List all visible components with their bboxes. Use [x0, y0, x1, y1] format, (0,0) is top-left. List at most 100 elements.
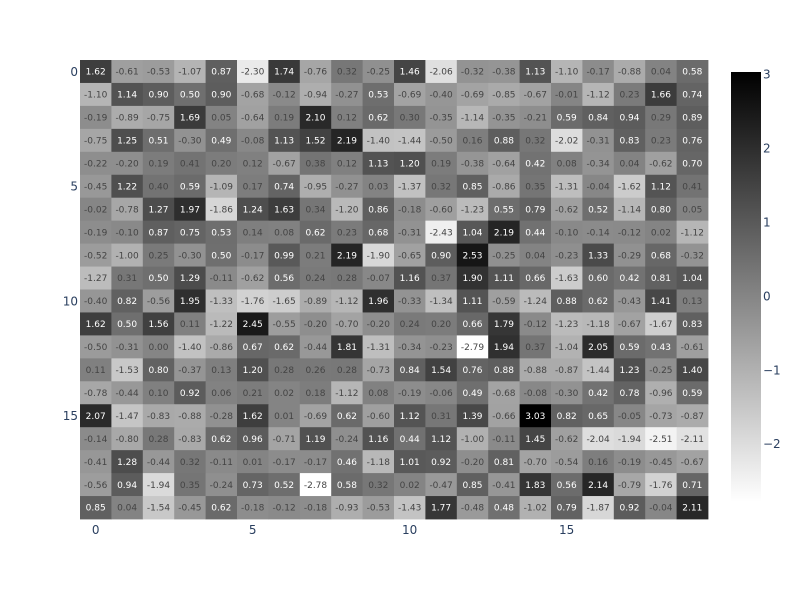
cell-value-label: 0.53 — [368, 91, 388, 101]
cell-value-label: 1.12 — [651, 182, 671, 192]
cell-value-label: -0.17 — [272, 458, 295, 468]
cell-value-label: 0.31 — [117, 274, 137, 284]
heatmap-cell — [582, 312, 615, 336]
heatmap-cell — [519, 473, 552, 497]
cell-value-label: 0.49 — [462, 389, 482, 399]
cell-value-label: -0.75 — [147, 114, 170, 124]
cell-value-label: 0.90 — [431, 251, 451, 261]
heatmap-cell — [142, 404, 175, 428]
cell-value-label: 1.33 — [588, 251, 608, 261]
cell-value-label: -0.86 — [210, 343, 234, 353]
heatmap-cell — [488, 197, 520, 222]
cell-value-label: 0.81 — [494, 458, 514, 468]
heatmap-cell — [142, 289, 175, 313]
heatmap-cell — [111, 404, 144, 428]
heatmap-cell — [645, 266, 677, 290]
heatmap-cell — [174, 335, 206, 359]
heatmap-cell — [237, 312, 269, 336]
cell-value-label: 0.49 — [211, 137, 231, 147]
cell-value-label: 1.62 — [86, 320, 106, 330]
cell-value-label: 0.43 — [651, 343, 671, 353]
heatmap-cell — [80, 358, 112, 382]
heatmap-cell — [205, 82, 238, 107]
heatmap-cell — [111, 450, 144, 474]
heatmap-cell — [174, 473, 206, 497]
heatmap-cell — [205, 381, 238, 405]
heatmap-cell — [268, 427, 301, 451]
cell-value-label: 1.77 — [431, 504, 451, 514]
heatmap-cell — [425, 174, 458, 199]
cell-value-label: -0.93 — [335, 504, 358, 514]
heatmap-cell — [174, 266, 206, 290]
heatmap-cell — [237, 266, 269, 290]
cell-value-label: -0.61 — [115, 68, 138, 78]
heatmap-cell — [613, 243, 646, 267]
heatmap-cell — [551, 312, 583, 336]
cell-value-label: 1.96 — [368, 297, 388, 307]
cell-value-label: 0.21 — [305, 251, 325, 261]
heatmap-cell — [362, 197, 395, 222]
heatmap-cell — [425, 105, 458, 130]
cell-value-label: -1.00 — [461, 435, 485, 445]
cell-value-label: 0.80 — [651, 205, 671, 215]
heatmap-cell — [268, 404, 301, 428]
cell-value-label: -0.24 — [335, 435, 359, 445]
heatmap-cell — [331, 82, 363, 107]
heatmap-cell — [299, 312, 332, 336]
cell-value-label: 0.24 — [400, 320, 420, 330]
cell-value-label: 0.23 — [651, 137, 671, 147]
cell-value-label: 1.83 — [525, 481, 545, 491]
heatmap-cell — [362, 427, 395, 451]
heatmap-cell — [613, 473, 646, 497]
heatmap-cell — [237, 427, 269, 451]
heatmap-cell — [613, 312, 646, 336]
heatmap-cell — [111, 289, 144, 313]
heatmap-cell — [237, 128, 269, 153]
colorbar-tick-label: 2 — [763, 142, 771, 156]
cell-value-label: 0.14 — [243, 228, 263, 238]
cell-value-label: -0.18 — [304, 504, 328, 514]
cell-value-label: 0.88 — [494, 137, 514, 147]
cell-value-label: 0.60 — [588, 274, 608, 284]
heatmap-cell — [111, 174, 144, 199]
heatmap-cell — [142, 358, 175, 382]
cell-value-label: 1.94 — [494, 343, 514, 353]
heatmap-cell — [551, 197, 583, 222]
cell-value-label: 0.84 — [400, 366, 420, 376]
cell-value-label: 0.58 — [682, 68, 702, 78]
cell-value-label: 2.53 — [462, 251, 482, 261]
heatmap-cell — [582, 243, 615, 267]
heatmap-cell — [551, 335, 583, 359]
cell-value-label: -0.27 — [335, 91, 358, 101]
cell-value-label: -1.44 — [398, 137, 422, 147]
cell-value-label: -0.30 — [555, 389, 579, 399]
cell-value-label: 0.31 — [431, 412, 451, 422]
heatmap-cell — [519, 404, 552, 428]
cell-value-label: -0.17 — [241, 251, 264, 261]
cell-value-label: -0.01 — [555, 91, 578, 101]
heatmap-cell — [174, 243, 206, 267]
cell-value-label: 0.74 — [682, 91, 702, 101]
heatmap-cell — [362, 473, 395, 497]
cell-value-label: -0.67 — [681, 458, 704, 468]
cell-value-label: -1.62 — [618, 182, 641, 192]
heatmap-cell — [268, 151, 301, 176]
cell-value-label: -0.88 — [178, 412, 202, 422]
heatmap-cell — [362, 404, 395, 428]
cell-value-label: -1.31 — [555, 182, 578, 192]
heatmap-cell — [394, 243, 426, 267]
heatmap-cell — [268, 243, 301, 267]
heatmap-cell — [645, 496, 677, 520]
heatmap-cell — [551, 174, 583, 199]
cell-value-label: -0.28 — [210, 412, 234, 422]
heatmap-cell — [331, 197, 363, 222]
cell-value-label: -0.56 — [147, 297, 171, 307]
cell-value-label: -0.70 — [524, 458, 548, 468]
y-tick-label: 10 — [63, 294, 78, 308]
cell-value-label: -1.47 — [115, 412, 138, 422]
cell-value-label: -0.30 — [178, 251, 202, 261]
cell-value-label: 0.67 — [243, 343, 263, 353]
cell-value-label: 0.12 — [243, 159, 263, 169]
heatmap-cell — [299, 174, 332, 199]
cell-value-label: 1.14 — [117, 91, 137, 101]
